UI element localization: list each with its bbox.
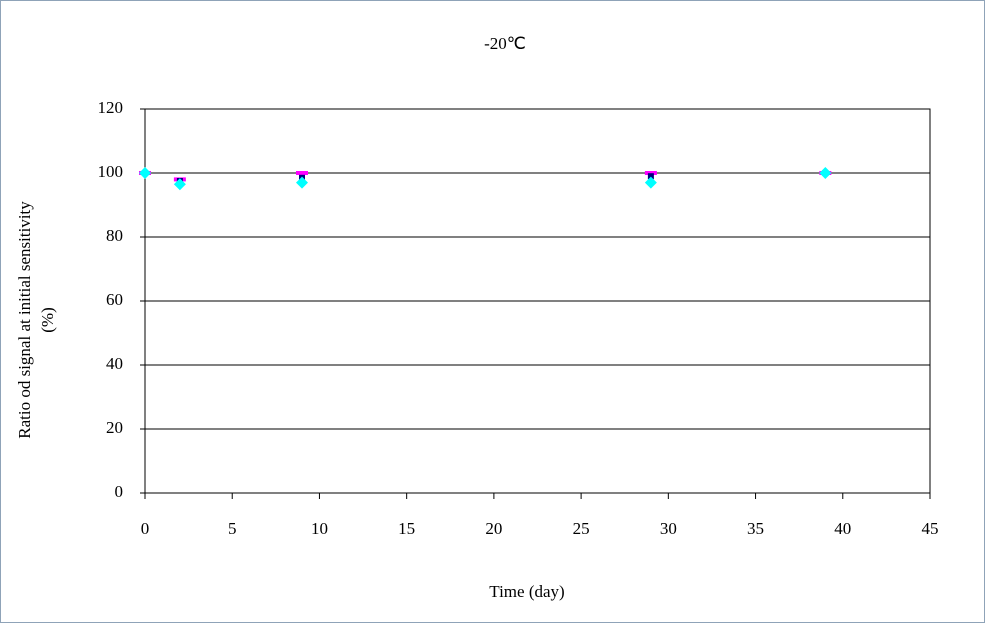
point bbox=[819, 167, 832, 179]
x-tick-label: 40 bbox=[834, 519, 851, 538]
point bbox=[644, 176, 657, 189]
y-tick-label: 0 bbox=[115, 482, 124, 501]
chart-title: -20℃ bbox=[484, 34, 526, 53]
x-tick-label: 20 bbox=[485, 519, 502, 538]
x-tick-label: 15 bbox=[398, 519, 415, 538]
y-tick-label: 80 bbox=[106, 226, 123, 245]
x-tick-label: 0 bbox=[141, 519, 150, 538]
point bbox=[296, 171, 308, 175]
x-axis-label: Time (day) bbox=[489, 582, 564, 601]
point bbox=[296, 176, 308, 189]
y-tick-label: 60 bbox=[106, 290, 123, 309]
point bbox=[644, 171, 657, 175]
point bbox=[139, 167, 151, 179]
x-tick-label: 45 bbox=[922, 519, 939, 538]
y-axis-label: (%) bbox=[38, 307, 57, 332]
point bbox=[173, 178, 186, 191]
x-tick-label: 10 bbox=[311, 519, 328, 538]
y-axis-label: Ratio od signal at initial sensitivity bbox=[15, 201, 34, 439]
point bbox=[647, 173, 654, 180]
y-tick-label: 40 bbox=[106, 354, 123, 373]
plot-frame bbox=[144, 108, 931, 494]
x-tick-label: 35 bbox=[747, 519, 764, 538]
x-tick-label: 30 bbox=[660, 519, 677, 538]
y-tick-label: 100 bbox=[98, 162, 124, 181]
x-tick-label: 5 bbox=[228, 519, 237, 538]
x-tick-label: 25 bbox=[573, 519, 590, 538]
y-tick-label: 120 bbox=[98, 98, 124, 117]
y-tick-label: 20 bbox=[106, 418, 123, 437]
